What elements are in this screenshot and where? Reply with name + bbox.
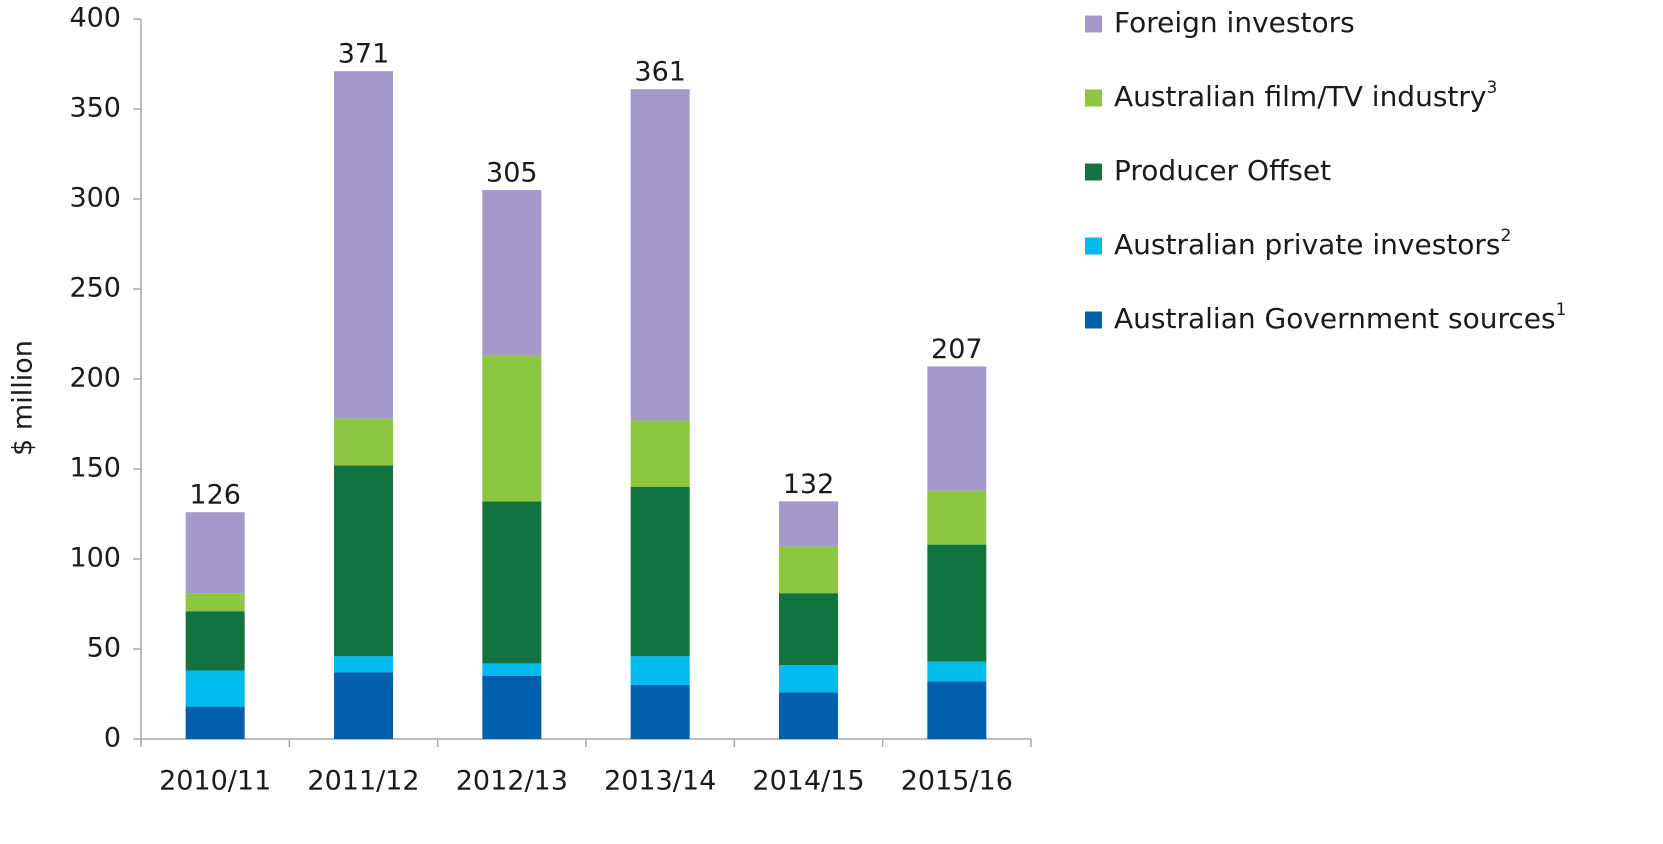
legend-swatch — [1085, 89, 1102, 107]
legend-footnote-marker: 2 — [1501, 226, 1512, 246]
bar-total-label: 361 — [634, 57, 686, 88]
x-tick-label: 2012/13 — [456, 766, 568, 797]
bar-segment-producer-offset — [482, 501, 542, 664]
bar-total-label: 207 — [931, 334, 983, 365]
bar-segment-australian-government-sources — [334, 672, 393, 739]
y-tick-label: 250 — [69, 273, 121, 304]
x-axis: 2010/11 2011/12 2012/13 2013/14 2014/15 2015/… — [140, 738, 1032, 797]
bar-segment-foreign-investors — [927, 366, 987, 491]
legend-swatch — [1085, 237, 1102, 255]
bar-segment-australian-private-investors — [482, 663, 542, 676]
y-tick-label: 50 — [87, 633, 121, 664]
bar-total-label: 132 — [783, 469, 835, 500]
x-tick-label: 2010/11 — [159, 766, 271, 797]
bar-segment-australian-government-sources — [927, 681, 987, 739]
bars — [185, 71, 987, 739]
bar-segment-australian-private-investors — [334, 656, 393, 673]
legend-series-name: Foreign investors — [1114, 6, 1355, 39]
bar-segment-foreign-investors — [334, 71, 393, 419]
legend-footnote-marker: 3 — [1486, 78, 1497, 98]
legend-series-name: Australian film/TV industry — [1114, 80, 1486, 113]
bar-segment-australian-private-investors — [779, 665, 838, 693]
bar-segment-australian-government-sources — [185, 706, 245, 739]
bar-segment-producer-offset — [779, 593, 838, 666]
bar-segment-australian-film-tv-industry — [779, 546, 838, 594]
bar-segment-australian-film-tv-industry — [927, 490, 987, 545]
bar-segment-australian-private-investors — [185, 670, 245, 707]
legend: Foreign investors Australian film/TV indu… — [1085, 6, 1566, 335]
bar-segment-australian-government-sources — [779, 692, 838, 739]
bar-segment-producer-offset — [630, 487, 690, 657]
bar-segment-foreign-investors — [185, 512, 245, 594]
legend-swatch — [1085, 311, 1102, 329]
bar-total-label: 371 — [338, 39, 390, 70]
y-tick-label: 0 — [104, 723, 121, 754]
legend-swatch — [1085, 15, 1102, 33]
y-axis-title: $ million — [8, 340, 39, 456]
y-tick-label: 100 — [69, 543, 121, 574]
bar-segment-australian-film-tv-industry — [482, 355, 542, 502]
bar-segment-australian-private-investors — [927, 661, 987, 682]
legend-label: Producer Offset — [1114, 154, 1331, 187]
legend-label: Australian Government sources1 — [1114, 300, 1566, 335]
bar-segment-foreign-investors — [482, 190, 542, 356]
legend-swatch — [1085, 163, 1102, 181]
x-tick-label: 2015/16 — [901, 766, 1013, 797]
bar-totals: 126 371 305 361 132 207 — [189, 39, 982, 511]
legend-footnote-marker: 1 — [1556, 300, 1567, 320]
bar-segment-australian-film-tv-industry — [630, 420, 690, 487]
legend-series-name: Australian private investors — [1114, 228, 1501, 261]
x-tick-label: 2011/12 — [307, 766, 419, 797]
legend-series-name: Producer Offset — [1114, 154, 1331, 187]
bar-segment-australian-film-tv-industry — [334, 418, 393, 466]
legend-label: Foreign investors — [1114, 6, 1355, 39]
x-tick-label: 2013/14 — [604, 766, 716, 797]
legend-label: Australian film/TV industry3 — [1114, 78, 1497, 113]
y-tick-label: 200 — [69, 363, 121, 394]
y-tick-label: 350 — [69, 93, 121, 124]
y-axis: 0 50 100 150 200 250 300 350 400 — [69, 3, 142, 754]
bar-segment-producer-offset — [185, 611, 245, 671]
bar-total-label: 126 — [189, 480, 241, 511]
legend-series-name: Australian Government sources — [1114, 302, 1556, 335]
bar-segment-foreign-investors — [779, 501, 838, 547]
bar-segment-australian-government-sources — [482, 676, 542, 739]
bar-segment-australian-private-investors — [630, 656, 690, 685]
bar-segment-producer-offset — [334, 465, 393, 657]
y-tick-label: 400 — [69, 3, 121, 34]
bar-segment-foreign-investors — [630, 89, 690, 421]
y-tick-label: 300 — [69, 183, 121, 214]
bar-segment-producer-offset — [927, 544, 987, 662]
bar-total-label: 305 — [486, 158, 538, 189]
legend-label: Australian private investors2 — [1114, 226, 1511, 261]
y-tick-label: 150 — [69, 453, 121, 484]
bar-segment-australian-government-sources — [630, 685, 690, 739]
x-tick-label: 2014/15 — [752, 766, 864, 797]
bar-segment-australian-film-tv-industry — [185, 593, 245, 612]
